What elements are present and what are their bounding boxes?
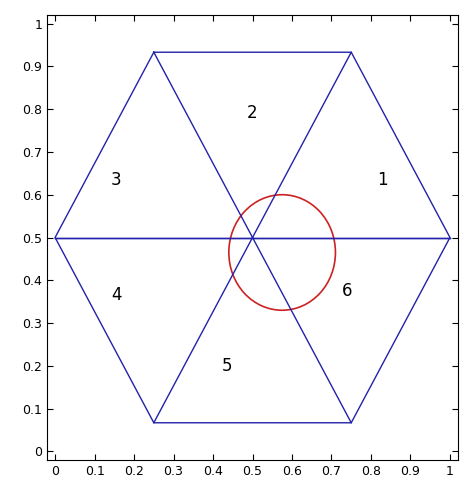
Text: 6: 6 — [342, 282, 353, 300]
Text: 5: 5 — [222, 357, 232, 375]
Text: 4: 4 — [111, 286, 122, 304]
Text: 2: 2 — [247, 104, 258, 122]
Text: 1: 1 — [378, 170, 388, 188]
Text: 3: 3 — [111, 170, 122, 188]
